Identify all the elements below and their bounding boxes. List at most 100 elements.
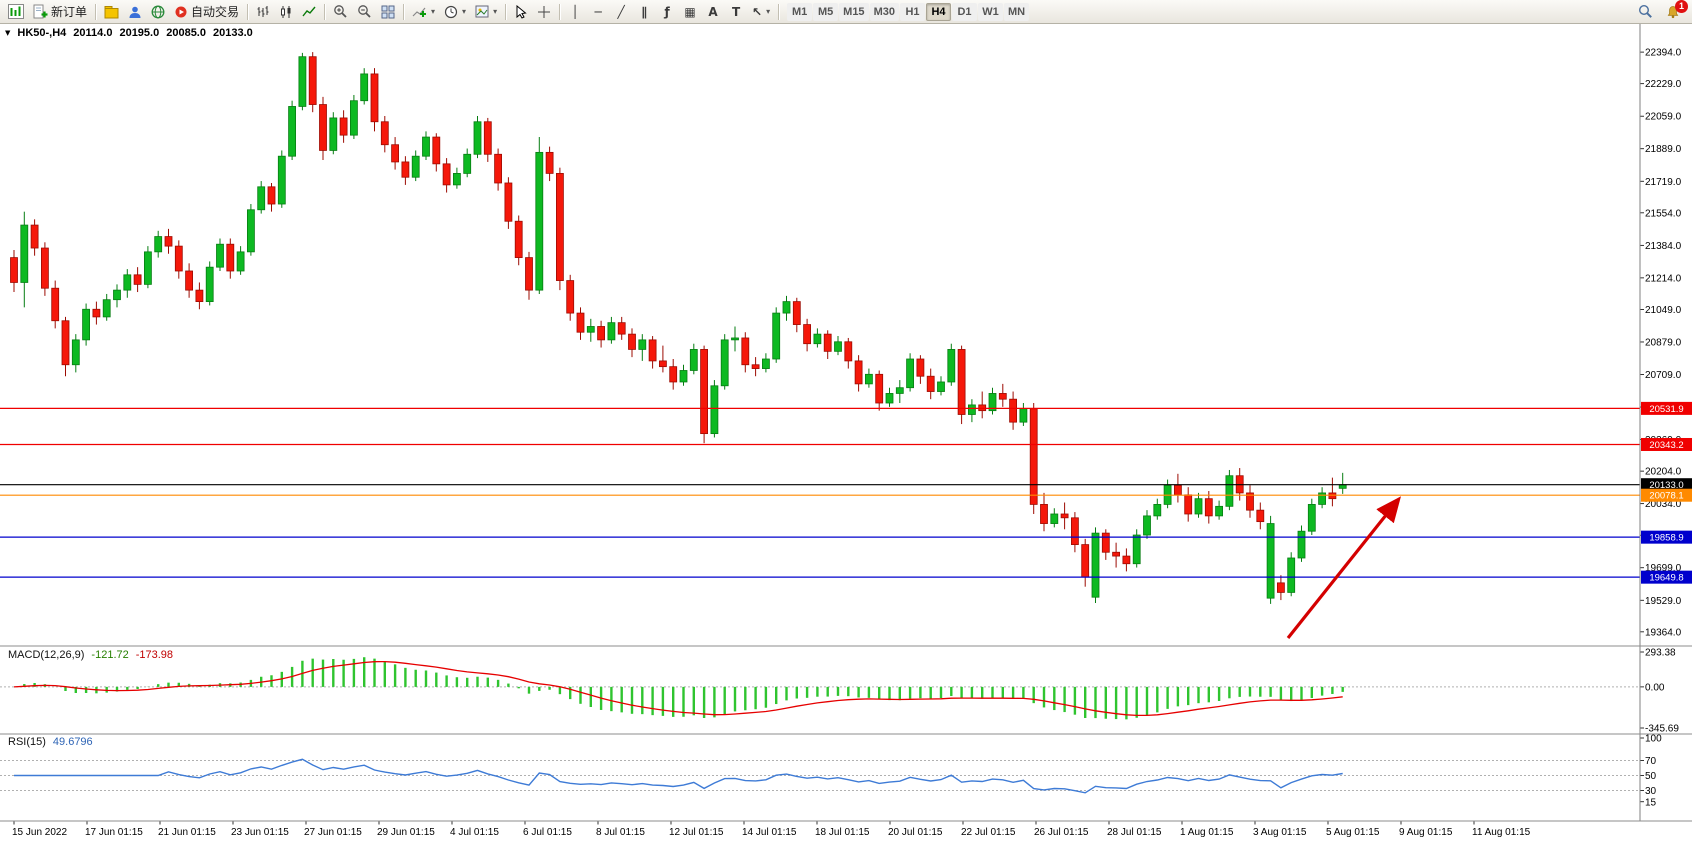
- svg-text:21719.0: 21719.0: [1645, 177, 1682, 188]
- timeframe-m1-button[interactable]: M1: [787, 2, 813, 21]
- timeframe-d1-button[interactable]: D1: [951, 2, 977, 21]
- svg-text:14 Jul 01:15: 14 Jul 01:15: [742, 827, 797, 838]
- search-button[interactable]: [1634, 2, 1657, 22]
- macd-panel: 293.38 0.00 -345.69: [0, 648, 1679, 735]
- new-order-label: 新订单: [51, 5, 88, 19]
- notification-badge: 1: [1675, 0, 1688, 13]
- arrows-button[interactable]: ↖ ▾: [748, 2, 774, 22]
- open-value: 20114.0: [73, 27, 113, 39]
- separator: [95, 3, 97, 20]
- periods-button[interactable]: ▾: [440, 2, 470, 22]
- macd-signal-value: -173.98: [135, 649, 174, 661]
- candlestick-chart-button[interactable]: [275, 2, 297, 22]
- vertical-line-icon: │: [571, 4, 579, 19]
- label-icon: T: [731, 4, 741, 19]
- zoom-in-icon: [334, 5, 347, 18]
- channel-button[interactable]: ∥: [633, 2, 655, 22]
- templates-button[interactable]: ▾: [471, 2, 501, 22]
- timeframe-m30-button[interactable]: M30: [869, 2, 899, 21]
- timeframe-group: M1 M5 M15 M30 H1 H4 D1 W1 MN: [787, 2, 1030, 21]
- svg-text:22059.0: 22059.0: [1645, 112, 1682, 123]
- timeframe-h1-button[interactable]: H1: [899, 2, 925, 21]
- new-chart-button[interactable]: [4, 2, 28, 22]
- bars-chart-button[interactable]: [252, 2, 274, 22]
- indicators-icon: [412, 7, 427, 17]
- svg-text:19858.9: 19858.9: [1649, 533, 1683, 544]
- svg-text:100: 100: [1645, 734, 1662, 745]
- line-chart-button[interactable]: [298, 2, 320, 22]
- separator: [559, 3, 561, 20]
- horizontal-line-button[interactable]: ─: [587, 2, 609, 22]
- svg-text:9 Aug 01:15: 9 Aug 01:15: [1399, 827, 1453, 838]
- trend-arrow[interactable]: [1286, 496, 1401, 639]
- trendline-button[interactable]: ╱: [610, 2, 632, 22]
- zoom-out-button[interactable]: [353, 2, 376, 22]
- grid-icon: ▦: [684, 4, 696, 19]
- cursor-button[interactable]: [510, 2, 532, 22]
- svg-text:20034.0: 20034.0: [1645, 499, 1682, 510]
- indicators-button[interactable]: ▾: [408, 2, 439, 22]
- timeframe-w1-button[interactable]: W1: [977, 2, 1003, 21]
- timeframe-h4-button[interactable]: H4: [925, 2, 951, 21]
- channel-icon: ∥: [641, 4, 648, 19]
- svg-text:20343.2: 20343.2: [1649, 440, 1683, 451]
- macd-name: MACD(12,26,9): [8, 649, 85, 661]
- svg-text:4 Jul 01:15: 4 Jul 01:15: [450, 827, 499, 838]
- new-order-button[interactable]: 新订单: [29, 2, 91, 22]
- svg-text:22 Jul 01:15: 22 Jul 01:15: [961, 827, 1016, 838]
- separator: [778, 3, 780, 20]
- alerts-button[interactable]: 1: [1662, 0, 1688, 22]
- dropdown-icon: ▾: [766, 7, 771, 16]
- price-chart[interactable]: 22394.0 22229.0 22059.0 21889.0 21719.0 21554…: [0, 24, 1692, 845]
- zoom-in-button[interactable]: [329, 2, 352, 22]
- grid-button[interactable]: ▦: [679, 2, 701, 22]
- low-value: 20085.0: [166, 27, 206, 39]
- svg-text:6 Jul 01:15: 6 Jul 01:15: [523, 827, 572, 838]
- svg-text:18 Jul 01:15: 18 Jul 01:15: [815, 827, 870, 838]
- svg-text:15: 15: [1645, 797, 1657, 808]
- new-order-icon: [33, 4, 48, 19]
- svg-text:21384.0: 21384.0: [1645, 241, 1682, 252]
- market-watch-button[interactable]: [100, 2, 123, 22]
- macd-label: MACD(12,26,9) -121.72 -173.98: [8, 649, 173, 661]
- arrows-icon: ↖: [752, 4, 763, 19]
- label-button[interactable]: T: [725, 2, 747, 22]
- search-icon: [1638, 4, 1652, 18]
- market-watch-icon: [104, 5, 119, 18]
- candlestick-chart-icon: [281, 5, 291, 18]
- tile-windows-button[interactable]: [377, 2, 399, 22]
- svg-text:20133.0: 20133.0: [1649, 480, 1683, 491]
- svg-text:20 Jul 01:15: 20 Jul 01:15: [888, 827, 943, 838]
- dropdown-icon: ▾: [462, 7, 467, 16]
- svg-text:26 Jul 01:15: 26 Jul 01:15: [1034, 827, 1089, 838]
- text-icon: A: [708, 4, 718, 19]
- fibonacci-button[interactable]: ƒ: [656, 2, 678, 22]
- zoom-out-icon: [358, 5, 371, 18]
- text-button[interactable]: A: [702, 2, 724, 22]
- timeframe-mn-button[interactable]: MN: [1003, 2, 1030, 21]
- timeframe-m5-button[interactable]: M5: [813, 2, 839, 21]
- svg-text:8 Jul 01:15: 8 Jul 01:15: [596, 827, 645, 838]
- autotrading-button[interactable]: 自动交易: [170, 2, 243, 22]
- svg-text:30: 30: [1645, 786, 1657, 797]
- svg-text:21554.0: 21554.0: [1645, 208, 1682, 219]
- svg-text:20709.0: 20709.0: [1645, 370, 1682, 381]
- cursor-icon: [516, 4, 527, 19]
- navigator-button[interactable]: [124, 2, 146, 22]
- svg-text:17 Jun 01:15: 17 Jun 01:15: [85, 827, 143, 838]
- svg-text:-345.69: -345.69: [1645, 724, 1679, 735]
- svg-text:29 Jun 01:15: 29 Jun 01:15: [377, 827, 435, 838]
- svg-text:21049.0: 21049.0: [1645, 305, 1682, 316]
- separator: [324, 3, 326, 20]
- svg-text:20531.9: 20531.9: [1649, 404, 1683, 415]
- community-button[interactable]: [147, 2, 169, 22]
- crosshair-button[interactable]: [533, 2, 555, 22]
- rsi-value: 49.6796: [52, 736, 93, 748]
- vertical-line-button[interactable]: │: [564, 2, 586, 22]
- timeframe-m15-button[interactable]: M15: [839, 2, 869, 21]
- svg-text:22229.0: 22229.0: [1645, 79, 1682, 90]
- tile-windows-icon: [381, 5, 395, 18]
- chart-menu-icon[interactable]: ▼: [5, 29, 11, 37]
